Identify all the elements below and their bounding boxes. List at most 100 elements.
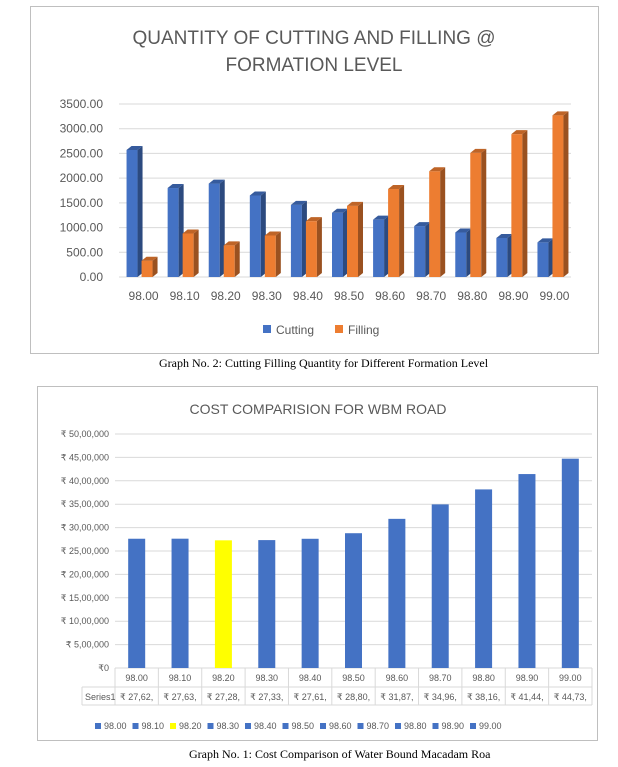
legend-swatch [282, 723, 289, 729]
bar-filling [470, 148, 487, 277]
legend-swatch [470, 723, 476, 729]
bar [258, 540, 276, 668]
legend-swatch [320, 723, 326, 729]
bar-cutting [126, 145, 143, 277]
legend-swatch [395, 723, 401, 729]
bar [561, 458, 579, 668]
bar-cutting [496, 233, 513, 277]
bar [128, 538, 146, 668]
y-tick-label: ₹ 20,00,000 [61, 569, 109, 579]
bar-side [548, 238, 554, 277]
bar-top [290, 200, 307, 205]
bar-filling [511, 130, 528, 277]
y-tick-label: ₹ 30,00,000 [61, 523, 109, 533]
x-tick-label: 98.00 [125, 673, 148, 683]
bar-front [414, 226, 426, 277]
y-tick-label: ₹ 35,00,000 [61, 499, 109, 509]
bar [475, 489, 493, 668]
table-value: ₹ 28,80, [337, 692, 370, 702]
bar-top [496, 233, 513, 238]
table-value: ₹ 27,28, [207, 692, 240, 702]
bar-front [249, 195, 261, 277]
bar-top [388, 185, 405, 190]
legend-swatch-cutting [263, 325, 271, 333]
legend-label: 98.10 [142, 721, 165, 731]
y-tick-label: ₹ 50,00,000 [61, 429, 109, 439]
bar-side [358, 201, 363, 277]
table-value: ₹ 27,33, [250, 692, 283, 702]
chart-title-line: QUANTITY OF CUTTING AND FILLING @ [132, 28, 495, 49]
y-tick-label: ₹ 40,00,000 [61, 476, 109, 486]
bar-filling [552, 111, 569, 278]
legend-label: 98.20 [179, 721, 202, 731]
bar-cutting [537, 238, 554, 277]
bar-filling [429, 167, 446, 277]
legend-label: 98.60 [329, 721, 352, 731]
bar-front [347, 205, 358, 277]
bar-cutting [332, 208, 348, 277]
bar-front [470, 152, 482, 277]
x-tick-label: 98.40 [293, 289, 323, 303]
bar-front [141, 260, 153, 277]
chart-title: COST COMPARISION FOR WBM ROAD [190, 401, 447, 417]
x-tick-label: 98.70 [429, 673, 452, 683]
bar-front [511, 134, 523, 277]
bar-top [182, 229, 199, 234]
x-tick-label: 98.80 [457, 289, 487, 303]
legend-swatch [245, 723, 251, 729]
legend-swatch [132, 723, 139, 729]
table-value: ₹ 27,62, [120, 692, 153, 702]
quantity-chart-frame: QUANTITY OF CUTTING AND FILLING @ FORMATI… [30, 6, 599, 354]
legend-label: 98.70 [367, 721, 390, 731]
bar-top [305, 217, 322, 222]
cost-chart-caption: Graph No. 1: Cost Comparison of Water Bo… [189, 747, 491, 761]
bar-side [152, 256, 158, 277]
y-tick-label: 3000.00 [60, 122, 104, 136]
bar-side [260, 191, 266, 277]
bar-side [522, 130, 528, 277]
bar-filling [305, 217, 322, 277]
legend-label: 98.80 [404, 721, 427, 731]
x-tick-label: 98.20 [212, 673, 235, 683]
bar-side [563, 111, 569, 278]
bar-top [511, 130, 528, 135]
y-tick-label: ₹ 25,00,000 [61, 546, 109, 556]
bar [301, 538, 319, 668]
bar-side [219, 179, 225, 277]
y-tick-label: 500.00 [66, 245, 103, 259]
x-tick-label: 98.60 [386, 673, 409, 683]
bar-side [425, 222, 431, 277]
y-tick-label: ₹ 15,00,000 [61, 593, 109, 603]
bar-front [223, 245, 235, 277]
table-value: ₹ 27,63, [163, 692, 196, 702]
y-tick-label: ₹ 5,00,000 [66, 640, 109, 650]
bar-front [388, 189, 400, 277]
bar-front [182, 233, 194, 277]
table-value: ₹ 34,96, [424, 692, 457, 702]
bar-front [537, 242, 549, 277]
legend-swatch [432, 723, 439, 729]
bar-top [414, 222, 431, 227]
x-tick-label: 98.80 [472, 673, 495, 683]
bar-top [455, 228, 472, 233]
bar-cutting [208, 179, 225, 277]
bar-front [552, 115, 564, 278]
table-value: ₹ 38,16, [467, 692, 500, 702]
legend-label: 98.90 [442, 721, 465, 731]
legend-swatch [170, 723, 176, 729]
bar-front [167, 188, 179, 277]
bar-filling [388, 185, 405, 277]
x-tick-label: 98.50 [342, 673, 365, 683]
legend-swatch [357, 723, 364, 729]
bar-side [481, 148, 487, 277]
bar-top [167, 184, 184, 189]
bar-side [301, 200, 307, 277]
bar-side [384, 215, 390, 277]
y-tick-label: ₹ 10,00,000 [61, 616, 109, 626]
bar-filling [141, 256, 158, 277]
legend-label: 99.00 [479, 721, 502, 731]
bar-front [126, 149, 138, 277]
bar-front [290, 204, 302, 277]
bar [388, 518, 406, 668]
legend-label: 98.00 [104, 721, 127, 731]
